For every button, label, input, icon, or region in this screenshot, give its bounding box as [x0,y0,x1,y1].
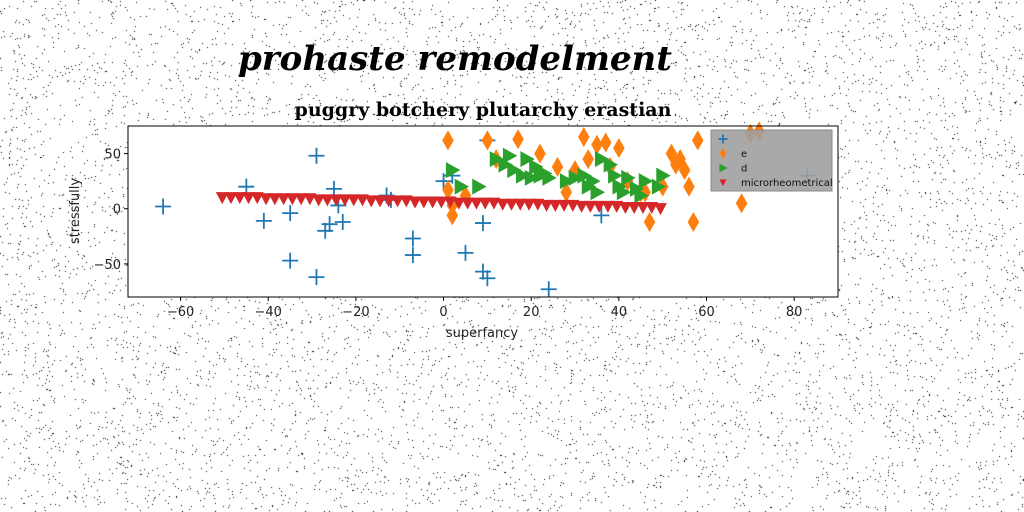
x-tick-label: 60 [698,305,715,320]
x-tick-label: −40 [255,305,282,320]
legend-label: e [741,149,747,160]
chart-title: puggry botchery plutarchy erastian [295,99,672,121]
x-tick-label: 40 [611,305,628,320]
x-tick-label: −60 [167,305,194,320]
x-axis-label: superfancy [446,326,519,341]
x-tick-label: 80 [786,305,803,320]
y-tick-label: 0 [113,203,121,218]
legend: ed microrheometrical [711,130,833,191]
x-tick-label: −20 [342,305,369,320]
legend-label: d [741,164,747,175]
y-tick-label: 50 [104,148,121,163]
legend-label: microrheometrical [741,178,833,189]
x-tick-label: 0 [439,305,447,320]
figure-title: prohaste remodelment [238,39,672,79]
y-axis-label: stressfully [68,178,83,245]
x-tick-label: 20 [523,305,540,320]
y-tick-label: −50 [94,258,121,273]
